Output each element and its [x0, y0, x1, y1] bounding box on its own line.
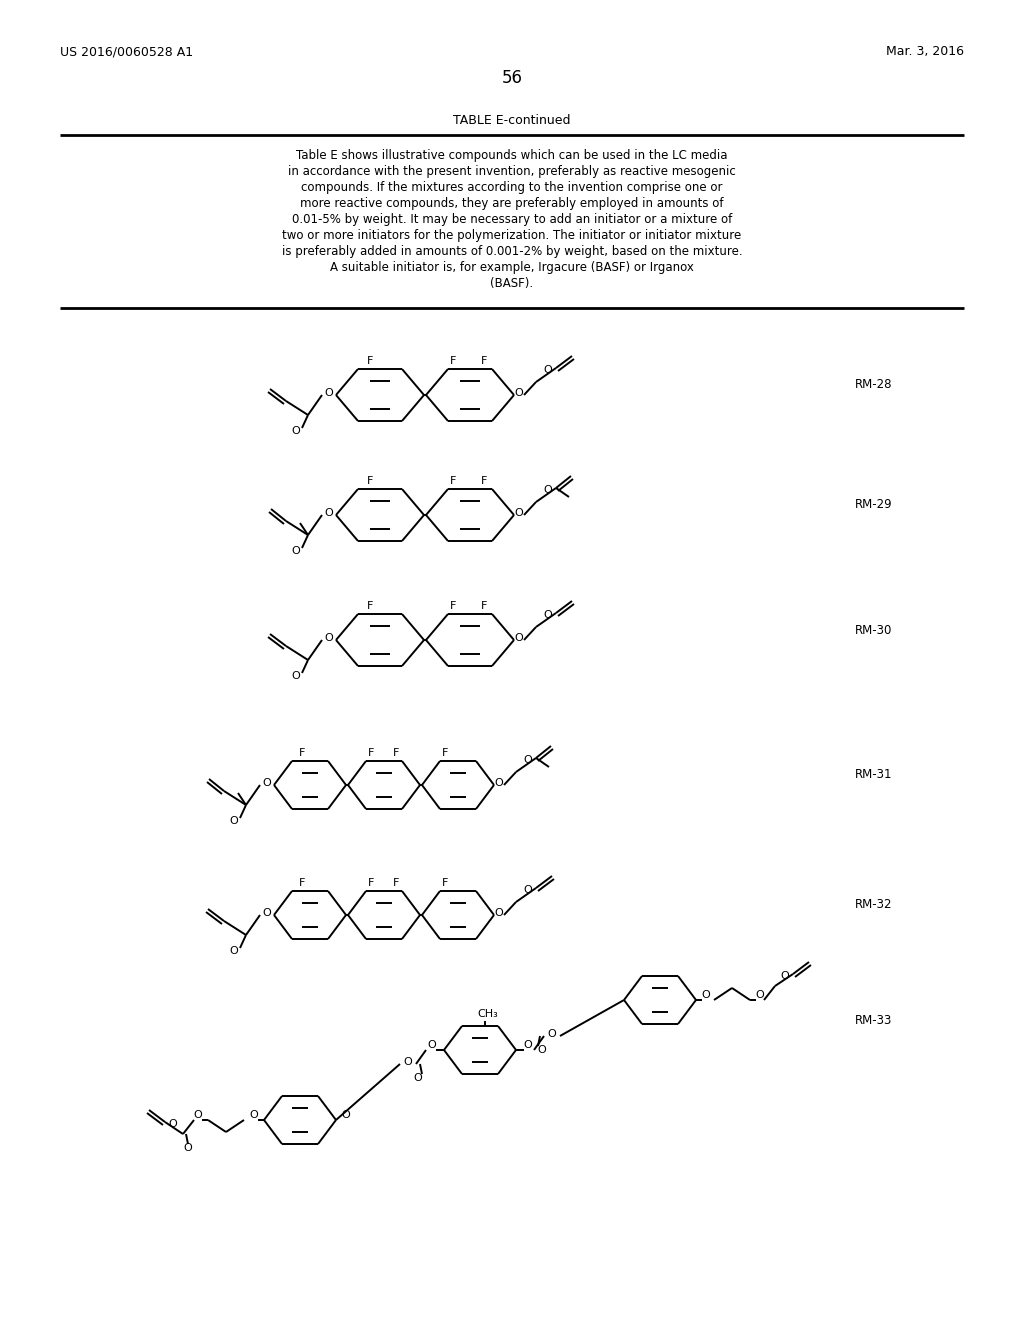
Text: TABLE E-continued: TABLE E-continued	[454, 114, 570, 127]
Text: more reactive compounds, they are preferably employed in amounts of: more reactive compounds, they are prefer…	[300, 197, 724, 210]
Text: O: O	[495, 777, 504, 788]
Text: Table E shows illustrative compounds which can be used in the LC media: Table E shows illustrative compounds whi…	[296, 149, 728, 161]
Text: is preferably added in amounts of 0.001-2% by weight, based on the mixture.: is preferably added in amounts of 0.001-…	[282, 244, 742, 257]
Text: RM-33: RM-33	[855, 1014, 892, 1027]
Text: O: O	[538, 1045, 547, 1055]
Text: O: O	[250, 1110, 258, 1119]
Text: O: O	[292, 546, 300, 556]
Text: O: O	[701, 990, 711, 1001]
Text: F: F	[368, 878, 374, 888]
Text: F: F	[299, 878, 305, 888]
Text: O: O	[325, 634, 334, 643]
Text: O: O	[515, 388, 523, 399]
Text: O: O	[262, 777, 271, 788]
Text: O: O	[342, 1110, 350, 1119]
Text: O: O	[229, 816, 239, 826]
Text: RM-30: RM-30	[855, 623, 892, 636]
Text: F: F	[441, 748, 449, 758]
Text: O: O	[403, 1057, 413, 1067]
Text: RM-32: RM-32	[855, 899, 893, 912]
Text: F: F	[481, 356, 487, 366]
Text: F: F	[393, 748, 399, 758]
Text: F: F	[481, 601, 487, 611]
Text: O: O	[544, 366, 552, 375]
Text: O: O	[183, 1143, 193, 1152]
Text: O: O	[544, 610, 552, 620]
Text: O: O	[292, 671, 300, 681]
Text: O: O	[515, 508, 523, 517]
Text: F: F	[368, 748, 374, 758]
Text: O: O	[515, 634, 523, 643]
Text: RM-31: RM-31	[855, 768, 893, 781]
Text: compounds. If the mixtures according to the invention comprise one or: compounds. If the mixtures according to …	[301, 181, 723, 194]
Text: 56: 56	[502, 69, 522, 87]
Text: F: F	[367, 477, 373, 486]
Text: F: F	[367, 601, 373, 611]
Text: O: O	[780, 972, 790, 981]
Text: O: O	[229, 946, 239, 956]
Text: F: F	[299, 748, 305, 758]
Text: two or more initiators for the polymerization. The initiator or initiator mixtur: two or more initiators for the polymeriz…	[283, 228, 741, 242]
Text: F: F	[450, 601, 456, 611]
Text: in accordance with the present invention, preferably as reactive mesogenic: in accordance with the present invention…	[288, 165, 736, 177]
Text: F: F	[393, 878, 399, 888]
Text: (BASF).: (BASF).	[490, 276, 534, 289]
Text: O: O	[548, 1030, 556, 1039]
Text: US 2016/0060528 A1: US 2016/0060528 A1	[60, 45, 194, 58]
Text: Mar. 3, 2016: Mar. 3, 2016	[886, 45, 964, 58]
Text: F: F	[367, 356, 373, 366]
Text: A suitable initiator is, for example, Irgacure (BASF) or Irganox: A suitable initiator is, for example, Ir…	[330, 260, 694, 273]
Text: F: F	[450, 356, 456, 366]
Text: O: O	[523, 884, 532, 895]
Text: F: F	[450, 477, 456, 486]
Text: F: F	[441, 878, 449, 888]
Text: O: O	[414, 1073, 422, 1082]
Text: O: O	[495, 908, 504, 917]
Text: F: F	[481, 477, 487, 486]
Text: O: O	[262, 908, 271, 917]
Text: O: O	[169, 1119, 177, 1129]
Text: O: O	[756, 990, 764, 1001]
Text: O: O	[325, 508, 334, 517]
Text: CH₃: CH₃	[477, 1008, 499, 1019]
Text: O: O	[428, 1040, 436, 1049]
Text: O: O	[194, 1110, 203, 1119]
Text: RM-28: RM-28	[855, 379, 893, 392]
Text: O: O	[523, 755, 532, 766]
Text: RM-29: RM-29	[855, 499, 893, 511]
Text: O: O	[292, 426, 300, 436]
Text: O: O	[325, 388, 334, 399]
Text: O: O	[544, 484, 552, 495]
Text: O: O	[523, 1040, 532, 1049]
Text: 0.01-5% by weight. It may be necessary to add an initiator or a mixture of: 0.01-5% by weight. It may be necessary t…	[292, 213, 732, 226]
